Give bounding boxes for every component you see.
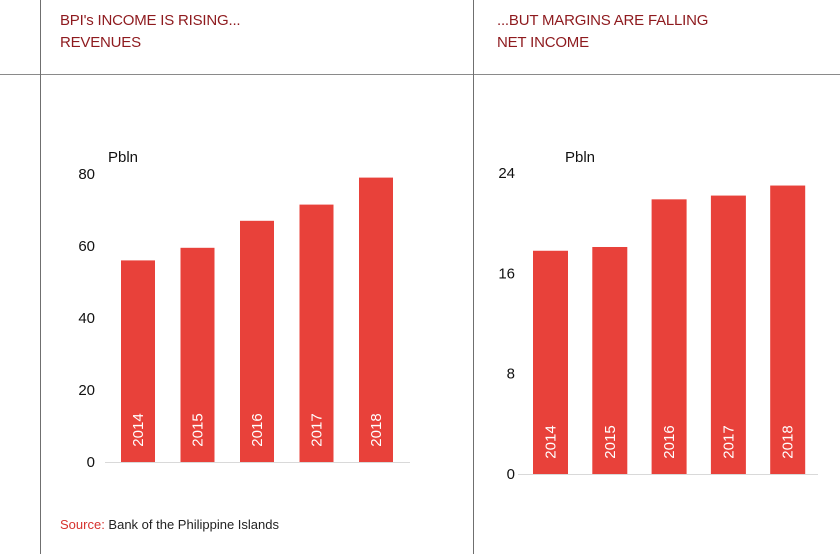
source-note: Source: Bank of the Philippine Islands: [60, 517, 279, 532]
bar-2018: [770, 185, 806, 474]
right-panel-title: ...BUT MARGINS ARE FALLING NET INCOME: [497, 10, 708, 54]
left-title-line1: BPI's INCOME IS RISING...: [60, 12, 241, 29]
net-income-chart: Pbln 0 8 16 24 2014 2015 2016 2017 2018: [498, 149, 818, 483]
category-label-2017: 2017: [720, 425, 737, 458]
category-label-2017: 2017: [309, 413, 326, 446]
left-panel-title: BPI's INCOME IS RISING... REVENUES: [60, 10, 241, 54]
category-label-2014: 2014: [543, 425, 560, 458]
bar-2016: [651, 199, 687, 474]
y-axis-unit-label: Pbln: [108, 149, 138, 166]
right-title-line2: NET INCOME: [497, 34, 589, 51]
bar-2014: [121, 260, 155, 462]
y-tick-label: 80: [78, 166, 95, 183]
bar-2014: [533, 250, 568, 474]
bar-2016: [240, 220, 274, 462]
category-label-2015: 2015: [190, 413, 207, 446]
category-label-2016: 2016: [661, 425, 678, 458]
y-tick-label: 0: [87, 454, 95, 471]
panel-divider: [473, 0, 474, 554]
y-axis-unit-label: Pbln: [565, 149, 595, 166]
y-tick-label: 40: [78, 310, 95, 327]
y-tick-label: 60: [78, 238, 95, 255]
y-tick-label: 24: [498, 165, 515, 182]
category-label-2014: 2014: [130, 413, 147, 446]
header-divider: [0, 74, 840, 75]
category-label-2015: 2015: [602, 425, 619, 458]
source-label: Source:: [60, 517, 105, 532]
y-tick-label: 0: [507, 466, 515, 483]
y-tick-label: 8: [507, 366, 515, 383]
category-label-2018: 2018: [368, 413, 385, 446]
category-label-2018: 2018: [780, 425, 797, 458]
y-tick-label: 16: [498, 265, 515, 282]
bar-2017: [299, 204, 334, 462]
y-tick-label: 20: [78, 382, 95, 399]
left-border-line: [40, 0, 41, 554]
source-text: Bank of the Philippine Islands: [104, 517, 279, 532]
bar-2018: [359, 177, 393, 462]
right-title-line1: ...BUT MARGINS ARE FALLING: [497, 12, 709, 29]
left-title-line2: REVENUES: [60, 34, 141, 51]
bar-2015: [180, 247, 215, 462]
bar-2015: [592, 246, 628, 474]
bar-2017: [710, 195, 746, 474]
category-label-2016: 2016: [249, 413, 266, 446]
revenues-chart: Pbln 0 20 40 60 80 2014 2015 2016 2017 2018: [78, 149, 410, 471]
